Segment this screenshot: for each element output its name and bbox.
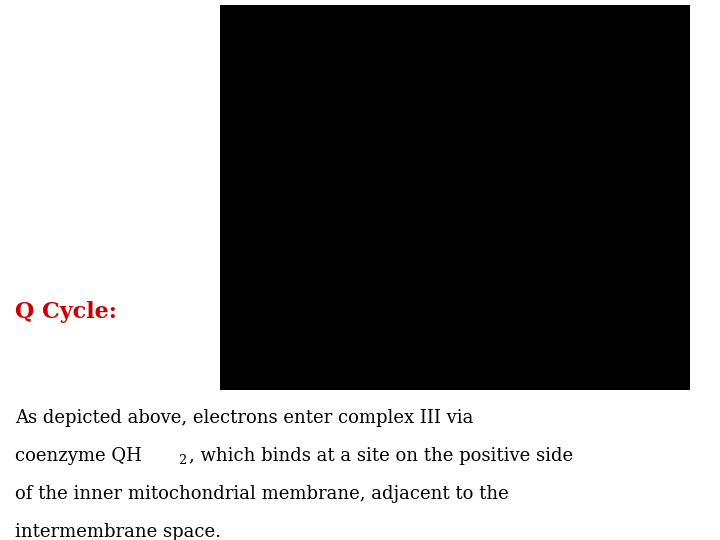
- Text: intermembrane space.: intermembrane space.: [15, 523, 221, 540]
- Text: 2: 2: [179, 455, 186, 468]
- Text: , which binds at a site on the positive side: , which binds at a site on the positive …: [189, 447, 573, 465]
- Bar: [220, 5, 690, 390]
- Text: of the inner mitochondrial membrane, adjacent to the: of the inner mitochondrial membrane, adj…: [15, 485, 509, 503]
- Text: Q Cycle:: Q Cycle:: [15, 301, 117, 323]
- Text: As depicted above, electrons enter complex III via: As depicted above, electrons enter compl…: [15, 409, 473, 427]
- Text: coenzyme QH: coenzyme QH: [15, 447, 142, 465]
